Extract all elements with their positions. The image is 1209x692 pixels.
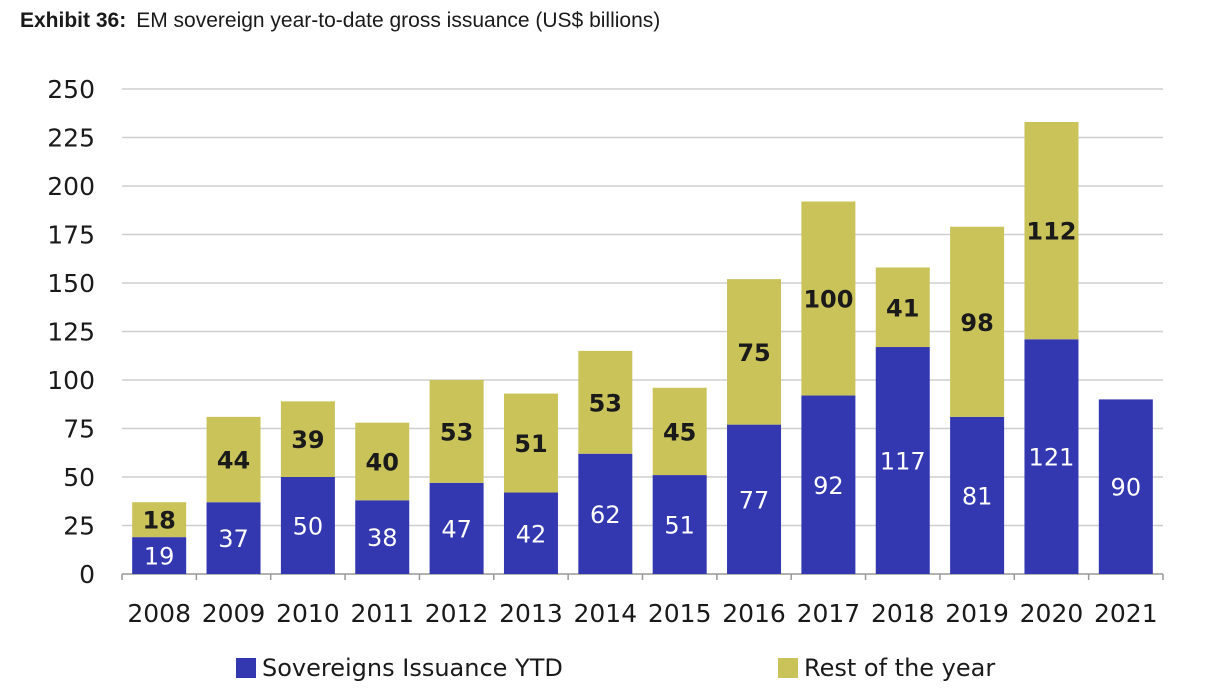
y-tick-label: 150 <box>47 269 95 298</box>
data-label-rest: 51 <box>514 430 547 458</box>
bar-rest <box>355 422 410 501</box>
legend-swatch-ytd <box>236 658 256 678</box>
y-tick-label: 0 <box>79 560 95 589</box>
data-label-ytd: 77 <box>739 486 770 514</box>
bar-ytd <box>280 477 335 574</box>
data-label-rest: 75 <box>737 339 770 367</box>
data-label-ytd: 51 <box>664 512 695 540</box>
bar-ytd <box>652 475 707 574</box>
x-tick-label: 2019 <box>945 599 1009 628</box>
y-tick-label: 175 <box>47 221 95 250</box>
bar-rest <box>875 267 930 348</box>
legend-item-rest: Rest of the year <box>778 654 995 682</box>
bar-rest <box>280 401 335 477</box>
bar-rest <box>132 502 187 538</box>
bar-ytd <box>355 500 410 574</box>
data-label-ytd: 90 <box>1111 474 1142 502</box>
bar-rest <box>578 350 633 454</box>
y-tick-label: 75 <box>63 415 95 444</box>
data-label-rest: 44 <box>217 447 250 475</box>
bar-ytd <box>503 492 558 574</box>
bar-rest <box>429 380 484 483</box>
y-tick-label: 225 <box>47 124 95 153</box>
bar-rest <box>727 279 782 425</box>
y-tick-label: 25 <box>63 512 95 541</box>
bar-ytd <box>1024 339 1079 574</box>
x-tick-label: 2016 <box>722 599 786 628</box>
x-tick-label: 2017 <box>797 599 861 628</box>
x-tick-label: 2009 <box>202 599 266 628</box>
chart-title: Exhibit 36: EM sovereign year-to-date gro… <box>20 9 660 33</box>
data-label-ytd: 38 <box>367 524 398 552</box>
bar-ytd <box>875 347 930 574</box>
bar-rest <box>652 387 707 476</box>
data-label-ytd: 92 <box>813 472 844 500</box>
x-tick-label: 2011 <box>350 599 414 628</box>
data-label-rest: 45 <box>663 418 696 446</box>
title-text: EM sovereign year-to-date gross issuance… <box>136 9 661 32</box>
data-label-rest: 39 <box>291 426 324 454</box>
x-tick-label: 2008 <box>127 599 191 628</box>
x-tick-label: 2018 <box>871 599 935 628</box>
data-label-rest: 98 <box>960 309 993 337</box>
exhibit-label: Exhibit 36: <box>20 9 127 32</box>
y-tick-label: 200 <box>47 172 95 201</box>
data-label-ytd: 19 <box>144 543 175 571</box>
bar-rest <box>801 201 856 396</box>
x-tick-label: 2014 <box>574 599 638 628</box>
x-tick-label: 2015 <box>648 599 712 628</box>
data-label-rest: 100 <box>803 286 853 314</box>
bar-rest <box>1024 121 1079 340</box>
legend-label-ytd: Sovereigns Issuance YTD <box>262 654 563 682</box>
bar-ytd <box>727 424 782 574</box>
x-tick-label: 2021 <box>1094 599 1158 628</box>
data-label-ytd: 81 <box>962 482 993 510</box>
data-label-rest: 40 <box>366 448 399 476</box>
bar-ytd <box>1098 399 1153 574</box>
bar-ytd <box>132 537 187 574</box>
data-label-rest: 53 <box>440 418 473 446</box>
legend-swatch-rest <box>778 658 798 678</box>
bar-rest <box>503 393 558 493</box>
x-tick-label: 2010 <box>276 599 340 628</box>
data-label-ytd: 42 <box>516 520 547 548</box>
y-tick-label: 250 <box>47 75 95 104</box>
y-tick-label: 50 <box>63 463 95 492</box>
x-tick-label: 2020 <box>1020 599 1084 628</box>
data-label-rest: 53 <box>589 389 622 417</box>
bar-rest <box>950 226 1005 417</box>
bar-ytd <box>950 416 1005 574</box>
x-tick-label: 2012 <box>425 599 489 628</box>
data-label-ytd: 117 <box>880 448 926 476</box>
data-label-ytd: 121 <box>1029 444 1075 472</box>
legend-item-ytd: Sovereigns Issuance YTD <box>236 654 563 682</box>
data-label-ytd: 62 <box>590 501 621 529</box>
x-tick-label: 2013 <box>499 599 563 628</box>
y-tick-label: 100 <box>47 366 95 395</box>
bar-ytd <box>206 502 261 574</box>
bar-ytd <box>578 453 633 574</box>
bar-ytd <box>429 482 484 574</box>
data-label-rest: 18 <box>142 507 175 535</box>
legend-label-rest: Rest of the year <box>804 654 996 682</box>
data-label-ytd: 50 <box>293 513 324 541</box>
bar-rest <box>206 416 261 503</box>
y-tick-label: 125 <box>47 318 95 347</box>
data-label-ytd: 47 <box>441 515 472 543</box>
bar-ytd <box>801 395 856 574</box>
data-label-rest: 112 <box>1026 218 1076 246</box>
data-label-ytd: 37 <box>218 525 249 553</box>
data-label-rest: 41 <box>886 294 919 322</box>
